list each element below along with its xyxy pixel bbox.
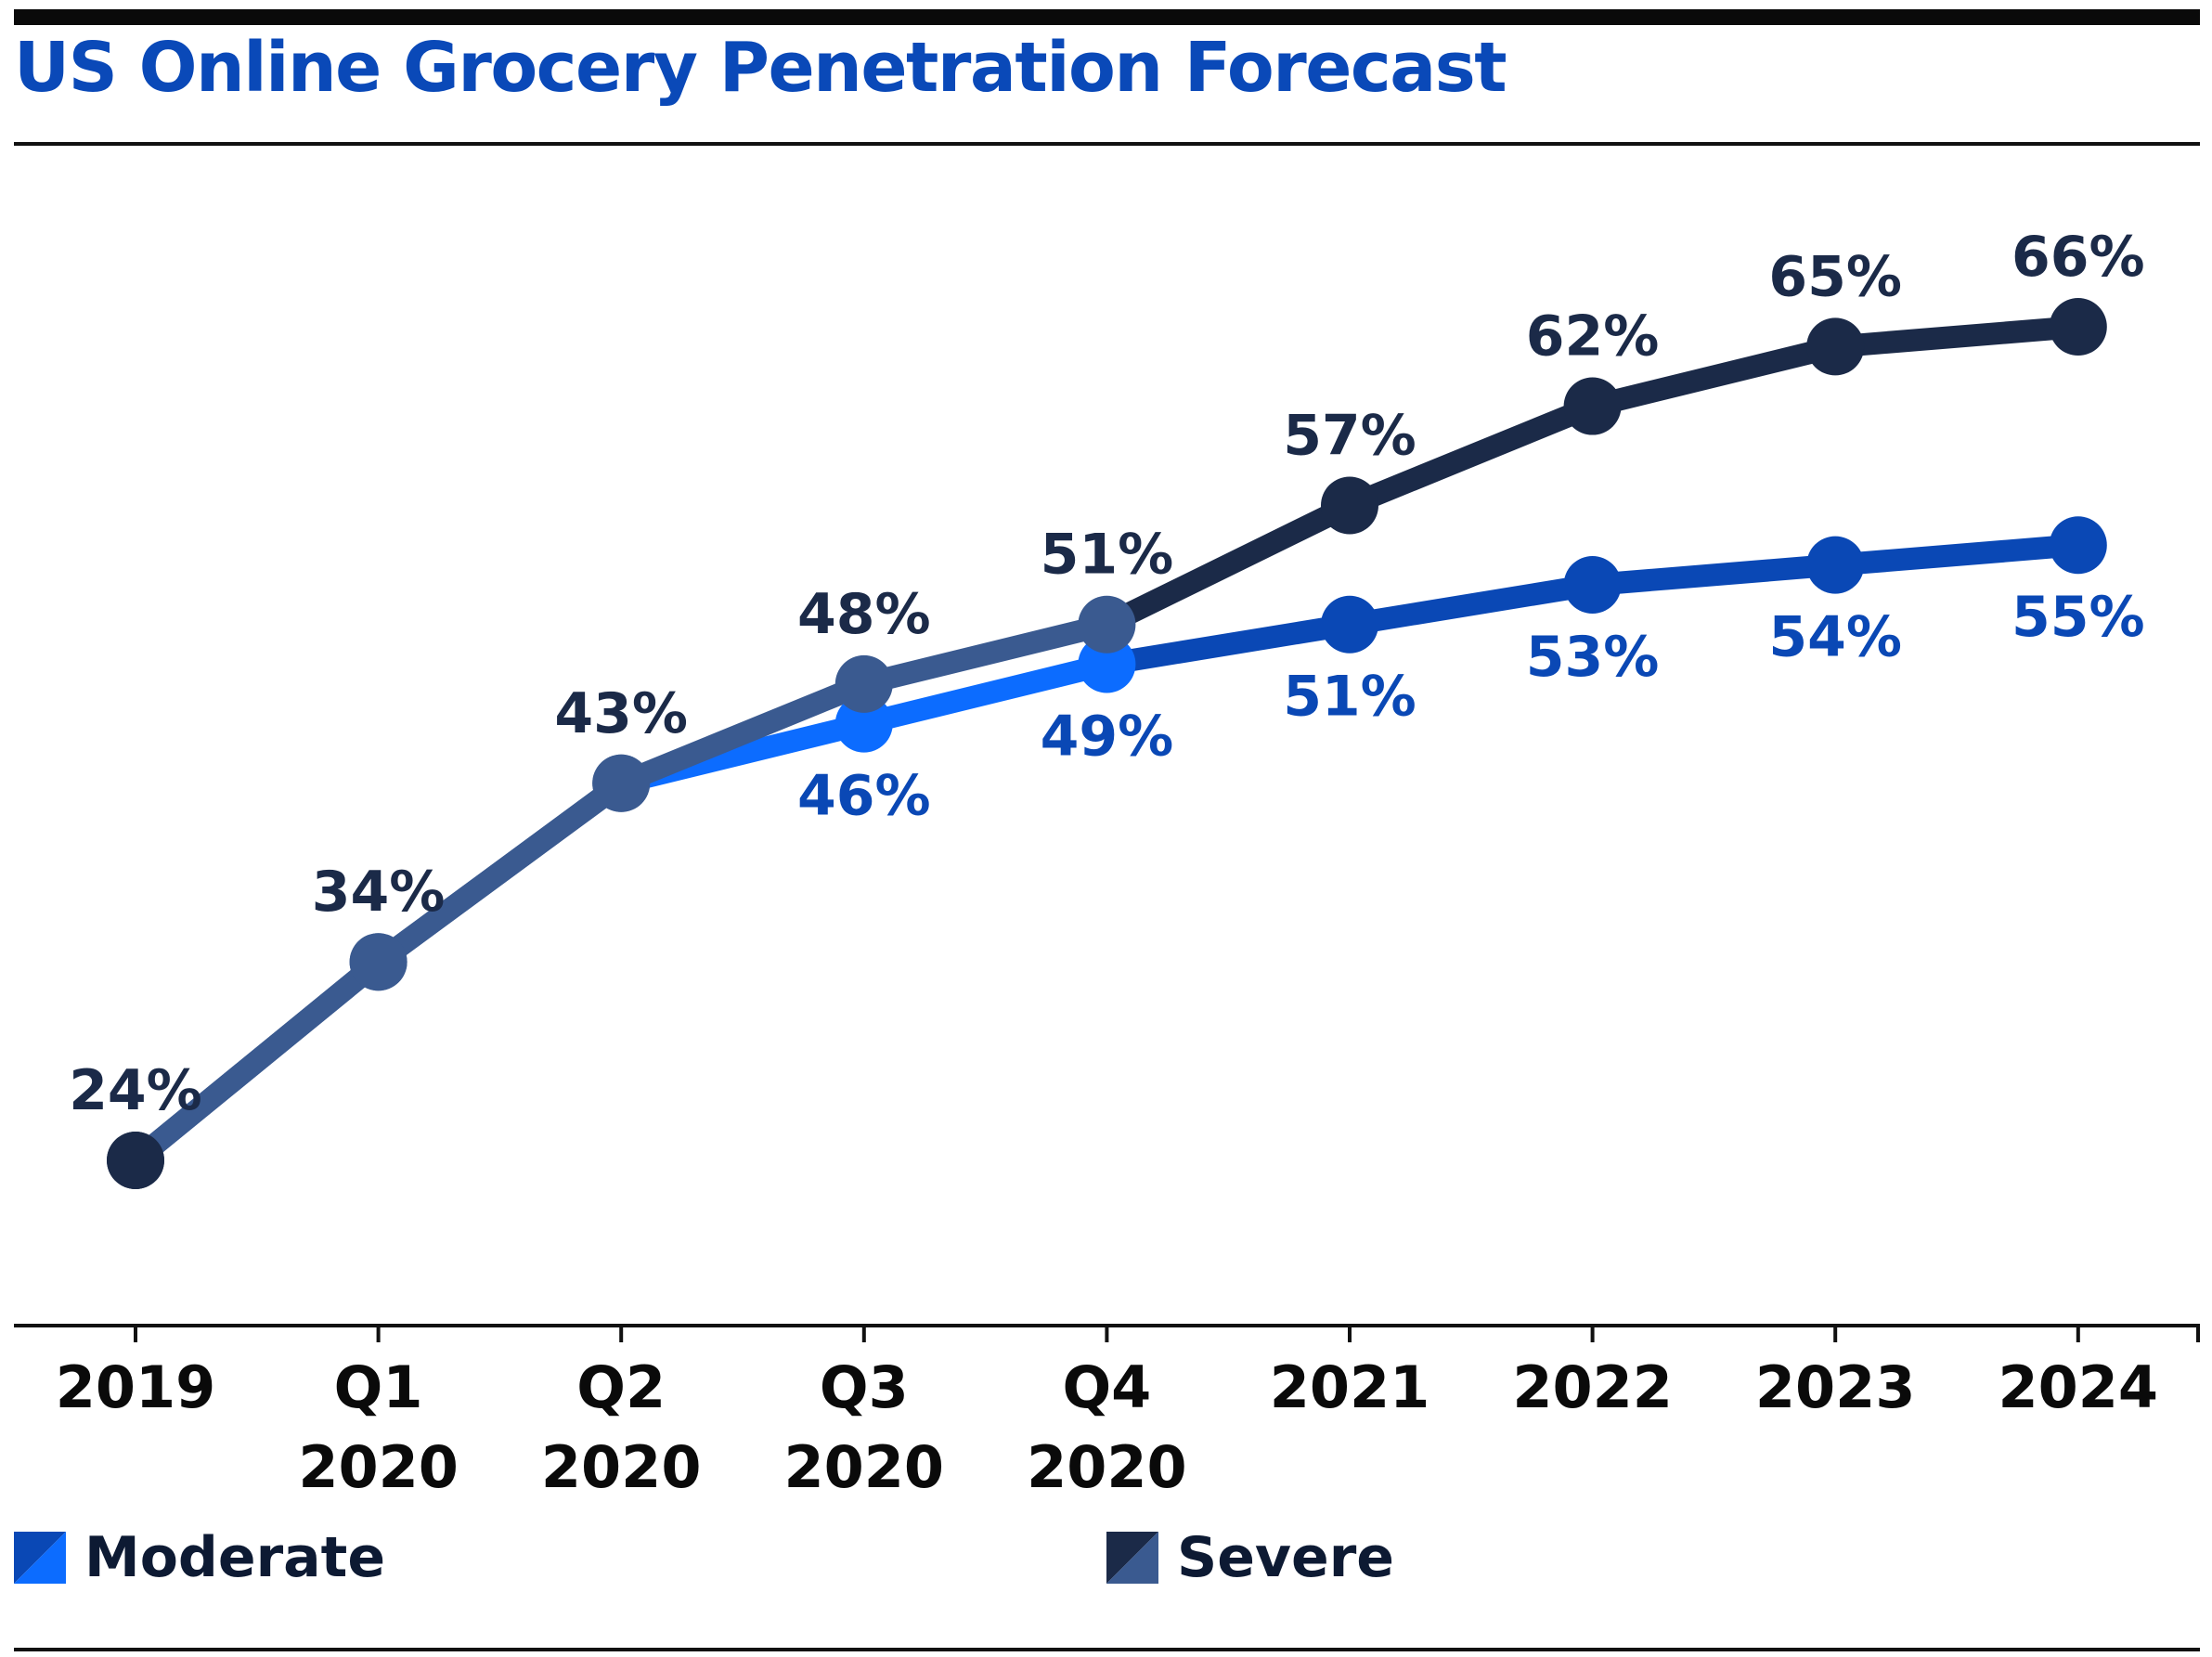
chart-plot: 2019 Q1 2020 Q2 2020 Q3 2020 Q4 2020 2021 2022 2023…	[14, 225, 2200, 1501]
data-label-moderate: 55%	[2011, 585, 2145, 650]
data-label-severe: 43%	[554, 681, 688, 746]
chart-title: US Online Grocery Penetration Forecast	[14, 28, 1507, 108]
data-label-severe: 48%	[797, 582, 931, 647]
series-line-severe	[1581, 335, 1847, 418]
series-line-severe	[1095, 494, 1361, 636]
series-line-severe	[124, 951, 390, 1172]
data-label-moderate: 53%	[1526, 625, 1660, 690]
data-point-severe	[1806, 317, 1865, 376]
x-tick-label: 2020	[298, 1433, 459, 1501]
data-point-severe	[1321, 476, 1378, 535]
data-label-severe: 57%	[1283, 403, 1416, 468]
data-point-moderate	[1563, 555, 1622, 614]
x-tick-label: 2020	[1027, 1433, 1187, 1501]
series-line-moderate	[1824, 534, 2089, 576]
data-point-moderate	[2049, 516, 2107, 575]
data-point-severe	[107, 1132, 164, 1189]
data-label-severe: 34%	[312, 860, 446, 925]
x-tick-label: Q1	[334, 1353, 423, 1421]
series-line-moderate	[1581, 553, 1847, 596]
data-label-moderate: 51%	[1283, 665, 1416, 730]
legend-item-severe: Severe	[1106, 1525, 1394, 1590]
top-rule	[14, 9, 2200, 25]
x-tick-label: 2022	[1512, 1353, 1673, 1421]
moderate-swatch-icon	[14, 1532, 66, 1584]
series-line-severe	[1339, 395, 1604, 517]
data-point-severe	[834, 654, 893, 713]
data-point-severe	[592, 754, 651, 812]
data-label-severe: 24%	[69, 1058, 202, 1123]
x-tick-label: 2020	[784, 1433, 945, 1501]
series-line-moderate	[1095, 613, 1361, 676]
data-point-severe	[2049, 298, 2107, 356]
legend-label-moderate: Moderate	[84, 1525, 386, 1590]
x-tick-label: Q3	[820, 1353, 909, 1421]
bottom-rule	[14, 1648, 2200, 1651]
title-rule	[14, 142, 2200, 146]
data-label-severe: 51%	[1041, 523, 1174, 588]
legend-label-severe: Severe	[1177, 1525, 1394, 1590]
data-point-severe	[1563, 377, 1622, 435]
data-point-moderate	[1806, 536, 1865, 594]
series-line-severe	[1824, 316, 2089, 358]
data-point-moderate	[1078, 635, 1136, 693]
data-label-severe: 66%	[2011, 225, 2145, 290]
data-label-severe: 62%	[1526, 304, 1660, 369]
series-line-severe	[852, 613, 1119, 695]
x-tick-label: 2023	[1755, 1353, 1916, 1421]
data-point-severe	[349, 933, 407, 991]
x-tick-label: Q4	[1062, 1353, 1151, 1421]
data-label-severe: 65%	[1768, 244, 1902, 309]
x-tick-label: 2019	[56, 1353, 216, 1421]
series-line-moderate	[852, 653, 1119, 735]
data-point-severe	[1078, 595, 1136, 654]
severe-swatch-icon	[1106, 1532, 1158, 1584]
legend-item-moderate: Moderate	[14, 1525, 385, 1590]
data-label-moderate: 49%	[1041, 705, 1174, 770]
x-tick-label: 2021	[1270, 1353, 1430, 1421]
series-line-moderate	[1339, 573, 1604, 636]
data-label-moderate: 54%	[1768, 605, 1902, 670]
x-tick-label: 2020	[541, 1433, 702, 1501]
x-tick-label: Q2	[576, 1353, 666, 1421]
x-tick-label: 2024	[1999, 1353, 2159, 1421]
series-line-severe	[610, 672, 875, 795]
data-label-moderate: 46%	[797, 764, 931, 829]
series-line-severe	[367, 771, 633, 974]
data-point-moderate	[1321, 595, 1378, 654]
data-point-moderate	[834, 694, 893, 753]
